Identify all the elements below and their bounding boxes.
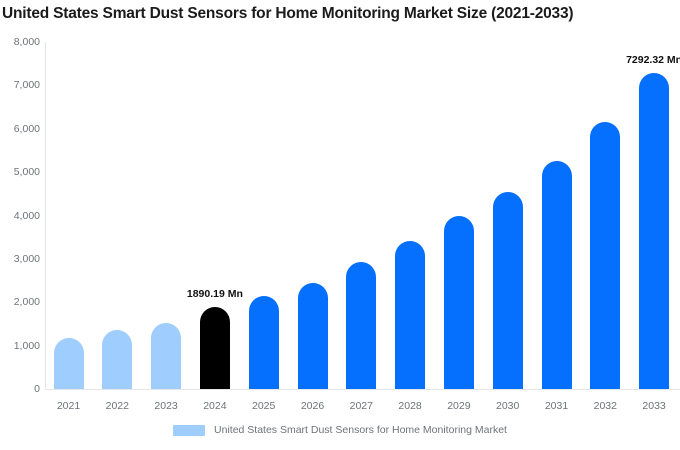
x-axis-tick-label: 2026 bbox=[300, 400, 325, 412]
y-axis-tick-label: 3,000 bbox=[13, 252, 40, 265]
bar-value-label-2024: 1890.19 Mn bbox=[186, 288, 243, 300]
bar-2026[interactable] bbox=[297, 283, 328, 389]
bar-2024[interactable] bbox=[199, 307, 230, 389]
x-axis-tick-label: 2032 bbox=[593, 400, 617, 412]
chart-title: United States Smart Dust Sensors for Hom… bbox=[2, 5, 574, 22]
x-axis-tick-label: 2022 bbox=[105, 400, 129, 412]
y-axis-tick-label: 1,000 bbox=[13, 339, 40, 352]
bar-2032[interactable] bbox=[590, 121, 621, 389]
bar-2028[interactable] bbox=[395, 241, 426, 389]
bar-2025[interactable] bbox=[248, 295, 279, 389]
y-axis-tick-label: 6,000 bbox=[13, 122, 40, 135]
x-axis-tick-label: 2030 bbox=[496, 400, 520, 412]
x-axis-tick-label: 2023 bbox=[154, 400, 178, 412]
bar-2029[interactable] bbox=[443, 215, 474, 389]
x-axis-tick-label: 2028 bbox=[398, 400, 422, 412]
y-axis-tick-label: 0 bbox=[34, 383, 40, 395]
x-axis-tick-label: 2025 bbox=[252, 400, 276, 412]
bar-2021[interactable] bbox=[53, 338, 84, 389]
bar-2022[interactable] bbox=[102, 330, 133, 389]
x-axis-tick-label: 2021 bbox=[56, 400, 81, 412]
y-axis-tick-label: 2,000 bbox=[13, 296, 40, 309]
legend-swatch bbox=[173, 424, 206, 436]
legend-label: United States Smart Dust Sensors for Hom… bbox=[214, 424, 507, 436]
bar-value-label-2033: 7292.32 Mn bbox=[626, 53, 680, 66]
plot-area bbox=[45, 42, 680, 389]
x-axis-tick-label: 2031 bbox=[544, 400, 569, 412]
y-axis-tick-label: 5,000 bbox=[13, 166, 40, 179]
bar-2027[interactable] bbox=[346, 261, 377, 389]
bar-2030[interactable] bbox=[492, 192, 523, 389]
y-axis-tick-label: 7,000 bbox=[13, 79, 40, 92]
x-axis-tick-label: 2024 bbox=[203, 400, 227, 412]
bar-2031[interactable] bbox=[541, 160, 572, 389]
bar-2033[interactable] bbox=[639, 72, 670, 389]
chart-legend: United States Smart Dust Sensors for Hom… bbox=[0, 424, 680, 436]
y-axis-tick-label: 8,000 bbox=[13, 36, 40, 48]
x-axis-tick-label: 2029 bbox=[447, 400, 471, 412]
y-axis: 8,000 7,000 6,000 5,000 4,000 3,000 2,000 1,000… bbox=[0, 0, 40, 450]
y-axis-line bbox=[45, 42, 46, 389]
bar-2023[interactable] bbox=[151, 323, 182, 389]
x-axis-tick-label: 2033 bbox=[642, 400, 666, 412]
y-axis-tick-label: 4,000 bbox=[13, 209, 40, 222]
x-axis-line bbox=[45, 389, 680, 390]
x-axis-tick-label: 2027 bbox=[349, 400, 373, 412]
